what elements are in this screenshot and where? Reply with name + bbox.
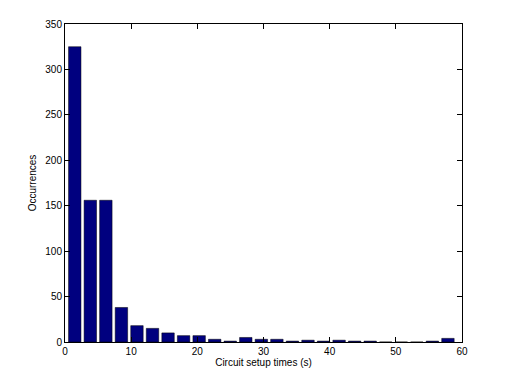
- svg-text:Circuit setup times (s): Circuit setup times (s): [215, 357, 312, 368]
- svg-text:300: 300: [45, 64, 62, 75]
- svg-text:40: 40: [324, 346, 336, 357]
- svg-text:Occurrences: Occurrences: [27, 155, 38, 212]
- svg-text:350: 350: [45, 19, 62, 30]
- svg-text:50: 50: [390, 346, 402, 357]
- svg-text:50: 50: [51, 291, 63, 302]
- svg-text:0: 0: [56, 337, 62, 348]
- svg-text:150: 150: [45, 200, 62, 211]
- svg-text:30: 30: [258, 346, 270, 357]
- svg-text:0: 0: [62, 346, 68, 357]
- svg-text:60: 60: [456, 346, 468, 357]
- svg-text:250: 250: [45, 109, 62, 120]
- svg-text:200: 200: [45, 155, 62, 166]
- svg-text:20: 20: [192, 346, 204, 357]
- svg-text:10: 10: [126, 346, 138, 357]
- svg-text:100: 100: [45, 246, 62, 257]
